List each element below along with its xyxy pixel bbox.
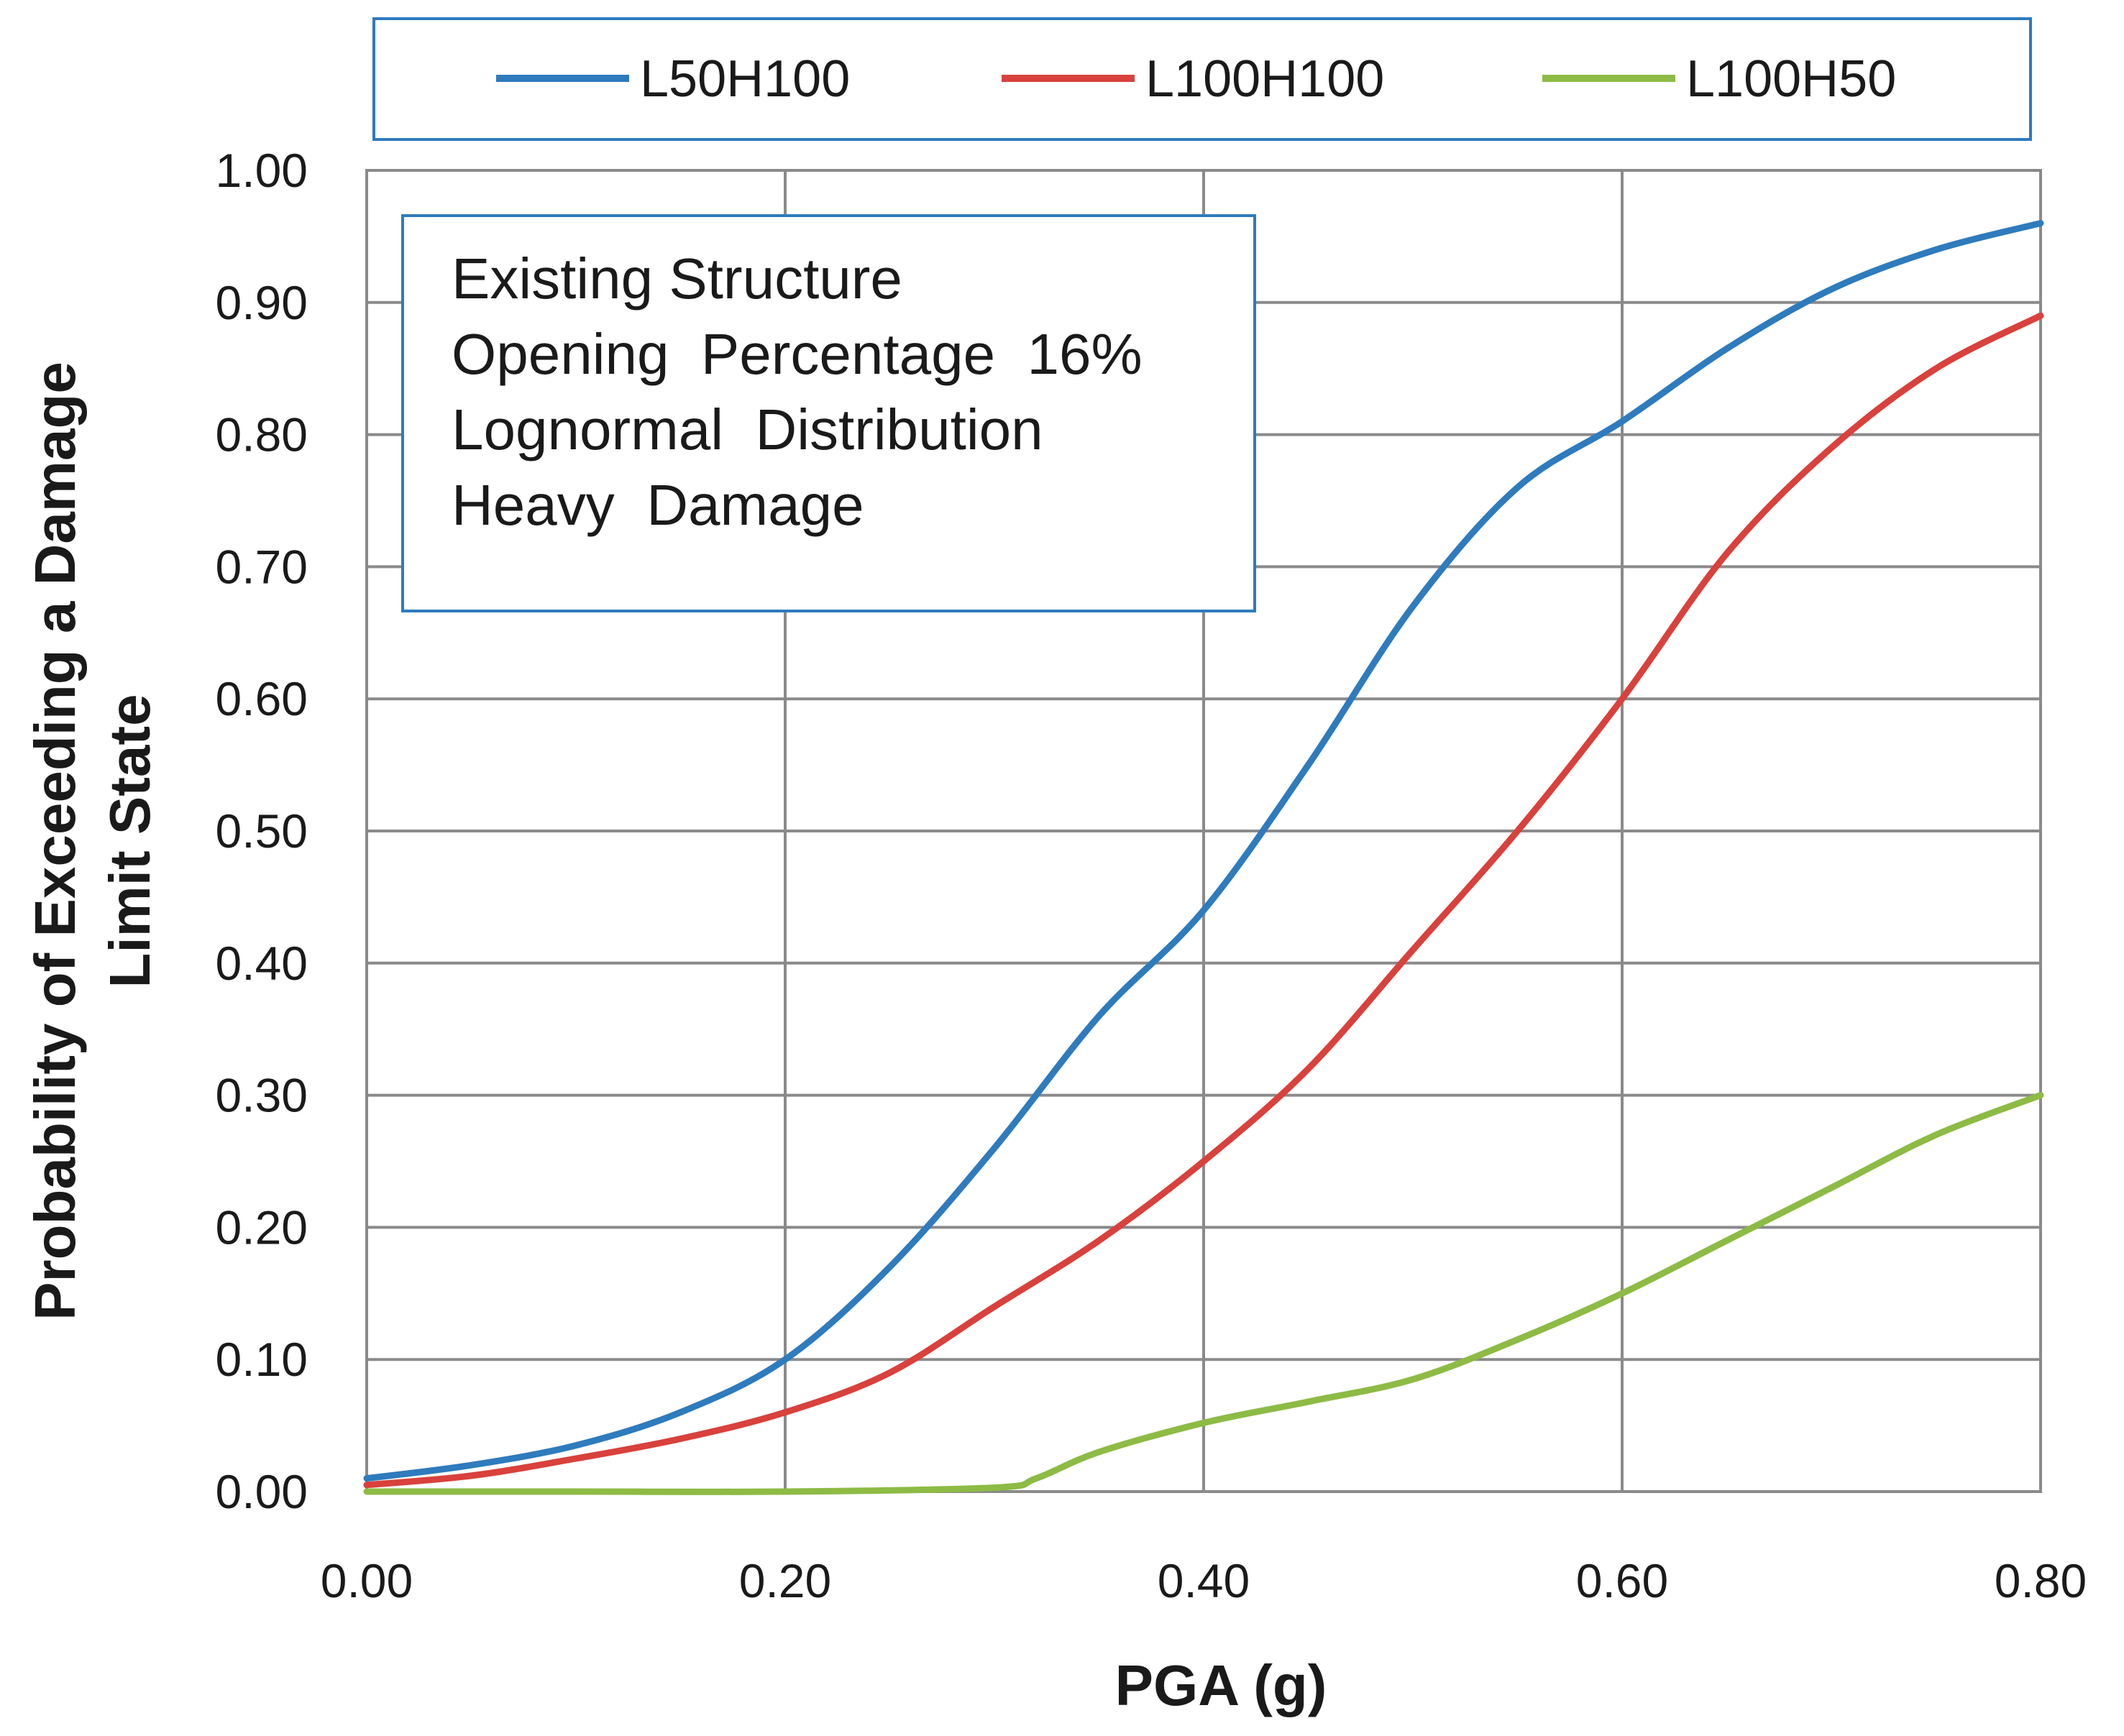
legend-entry-l100h50: L100H50 [1542, 50, 1896, 108]
y-tick-label-5: 0.50 [216, 804, 308, 858]
annotation-line-2: Opening Percentage 16% [452, 322, 1143, 386]
y-tick-label-2: 0.20 [216, 1200, 308, 1254]
y-tick-label-8: 0.80 [216, 408, 308, 461]
y-tick-label-0: 0.00 [216, 1465, 308, 1518]
series-layer [363, 220, 2044, 1495]
y-axis-title-line-2: Limit State [98, 694, 162, 988]
x-axis-title: PGA (g) [1115, 1653, 1327, 1717]
series-line-l50h100 [363, 220, 2044, 1482]
annotation-line-3: Lognormal Distribution [452, 398, 1043, 461]
x-tick-labels: 0.00 0.20 0.40 0.60 0.80 [321, 1554, 2087, 1607]
y-tick-label-7: 0.70 [216, 540, 308, 593]
x-tick-label-1: 0.20 [739, 1554, 831, 1607]
legend-label-l50h100: L50H100 [640, 50, 850, 108]
y-tick-labels: 0.00 0.10 0.20 0.30 0.40 0.50 0.60 0.70 0.80 0.90… [216, 144, 308, 1518]
legend-label-l100h50: L100H50 [1686, 50, 1896, 108]
legend-frame [372, 17, 2032, 141]
y-tick-label-9: 0.90 [216, 276, 308, 329]
series-line-l100h50 [363, 1092, 2044, 1495]
plot-border [365, 169, 2042, 1493]
legend-label-l100h100: L100H100 [1145, 50, 1384, 108]
y-tick-label-1: 0.10 [216, 1333, 308, 1386]
annotation-line-1: Existing Structure [452, 247, 902, 311]
legend: L50H100 L100H100 L100H50 [372, 17, 2032, 141]
y-tick-label-10: 1.00 [216, 144, 308, 197]
x-tick-label-4: 0.80 [1995, 1554, 2087, 1607]
x-tick-label-3: 0.60 [1576, 1554, 1668, 1607]
annotation-line-4: Heavy Damage [452, 473, 864, 537]
x-tick-label-0: 0.00 [321, 1554, 413, 1607]
annotation-box: Existing Structure Opening Percentage 16… [401, 214, 1256, 612]
legend-entry-l50h100: L50H100 [496, 50, 850, 108]
annotation-frame [401, 214, 1256, 612]
y-tick-label-3: 0.30 [216, 1069, 308, 1122]
y-tick-label-4: 0.40 [216, 937, 308, 990]
series-line-l100h100 [363, 312, 2044, 1489]
y-tick-label-6: 0.60 [216, 672, 308, 725]
legend-entry-l100h100: L100H100 [1002, 50, 1384, 108]
y-axis-title-line-1: Probability of Exceeding a Damage [23, 362, 87, 1321]
x-tick-label-2: 0.40 [1158, 1554, 1250, 1607]
